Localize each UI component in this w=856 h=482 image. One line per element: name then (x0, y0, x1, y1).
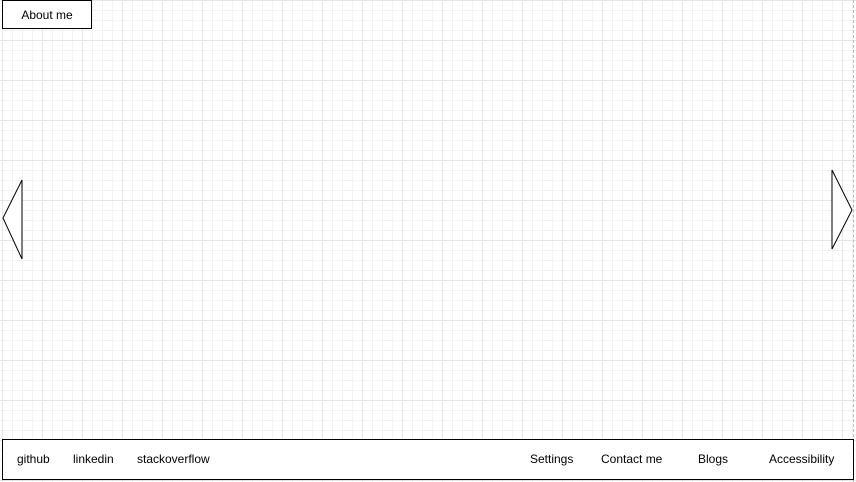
footer-link-accessibility[interactable]: Accessibility (769, 452, 835, 466)
next-arrow-icon[interactable] (830, 168, 856, 252)
footer-bar: github linkedin stackoverflow Settings C… (2, 439, 854, 480)
about-me-label: About me (21, 7, 73, 22)
footer-link-linkedin[interactable]: linkedin (73, 452, 114, 466)
footer-link-contact-me[interactable]: Contact me (601, 452, 663, 466)
footer-link-github[interactable]: github (17, 452, 50, 466)
prev-arrow-icon[interactable] (1, 178, 25, 262)
footer-link-blogs[interactable]: Blogs (698, 452, 729, 466)
canvas-edge (853, 0, 854, 482)
about-me-button[interactable]: About me (2, 0, 92, 29)
footer-link-stackoverflow[interactable]: stackoverflow (137, 452, 210, 466)
footer-link-settings[interactable]: Settings (530, 452, 574, 466)
